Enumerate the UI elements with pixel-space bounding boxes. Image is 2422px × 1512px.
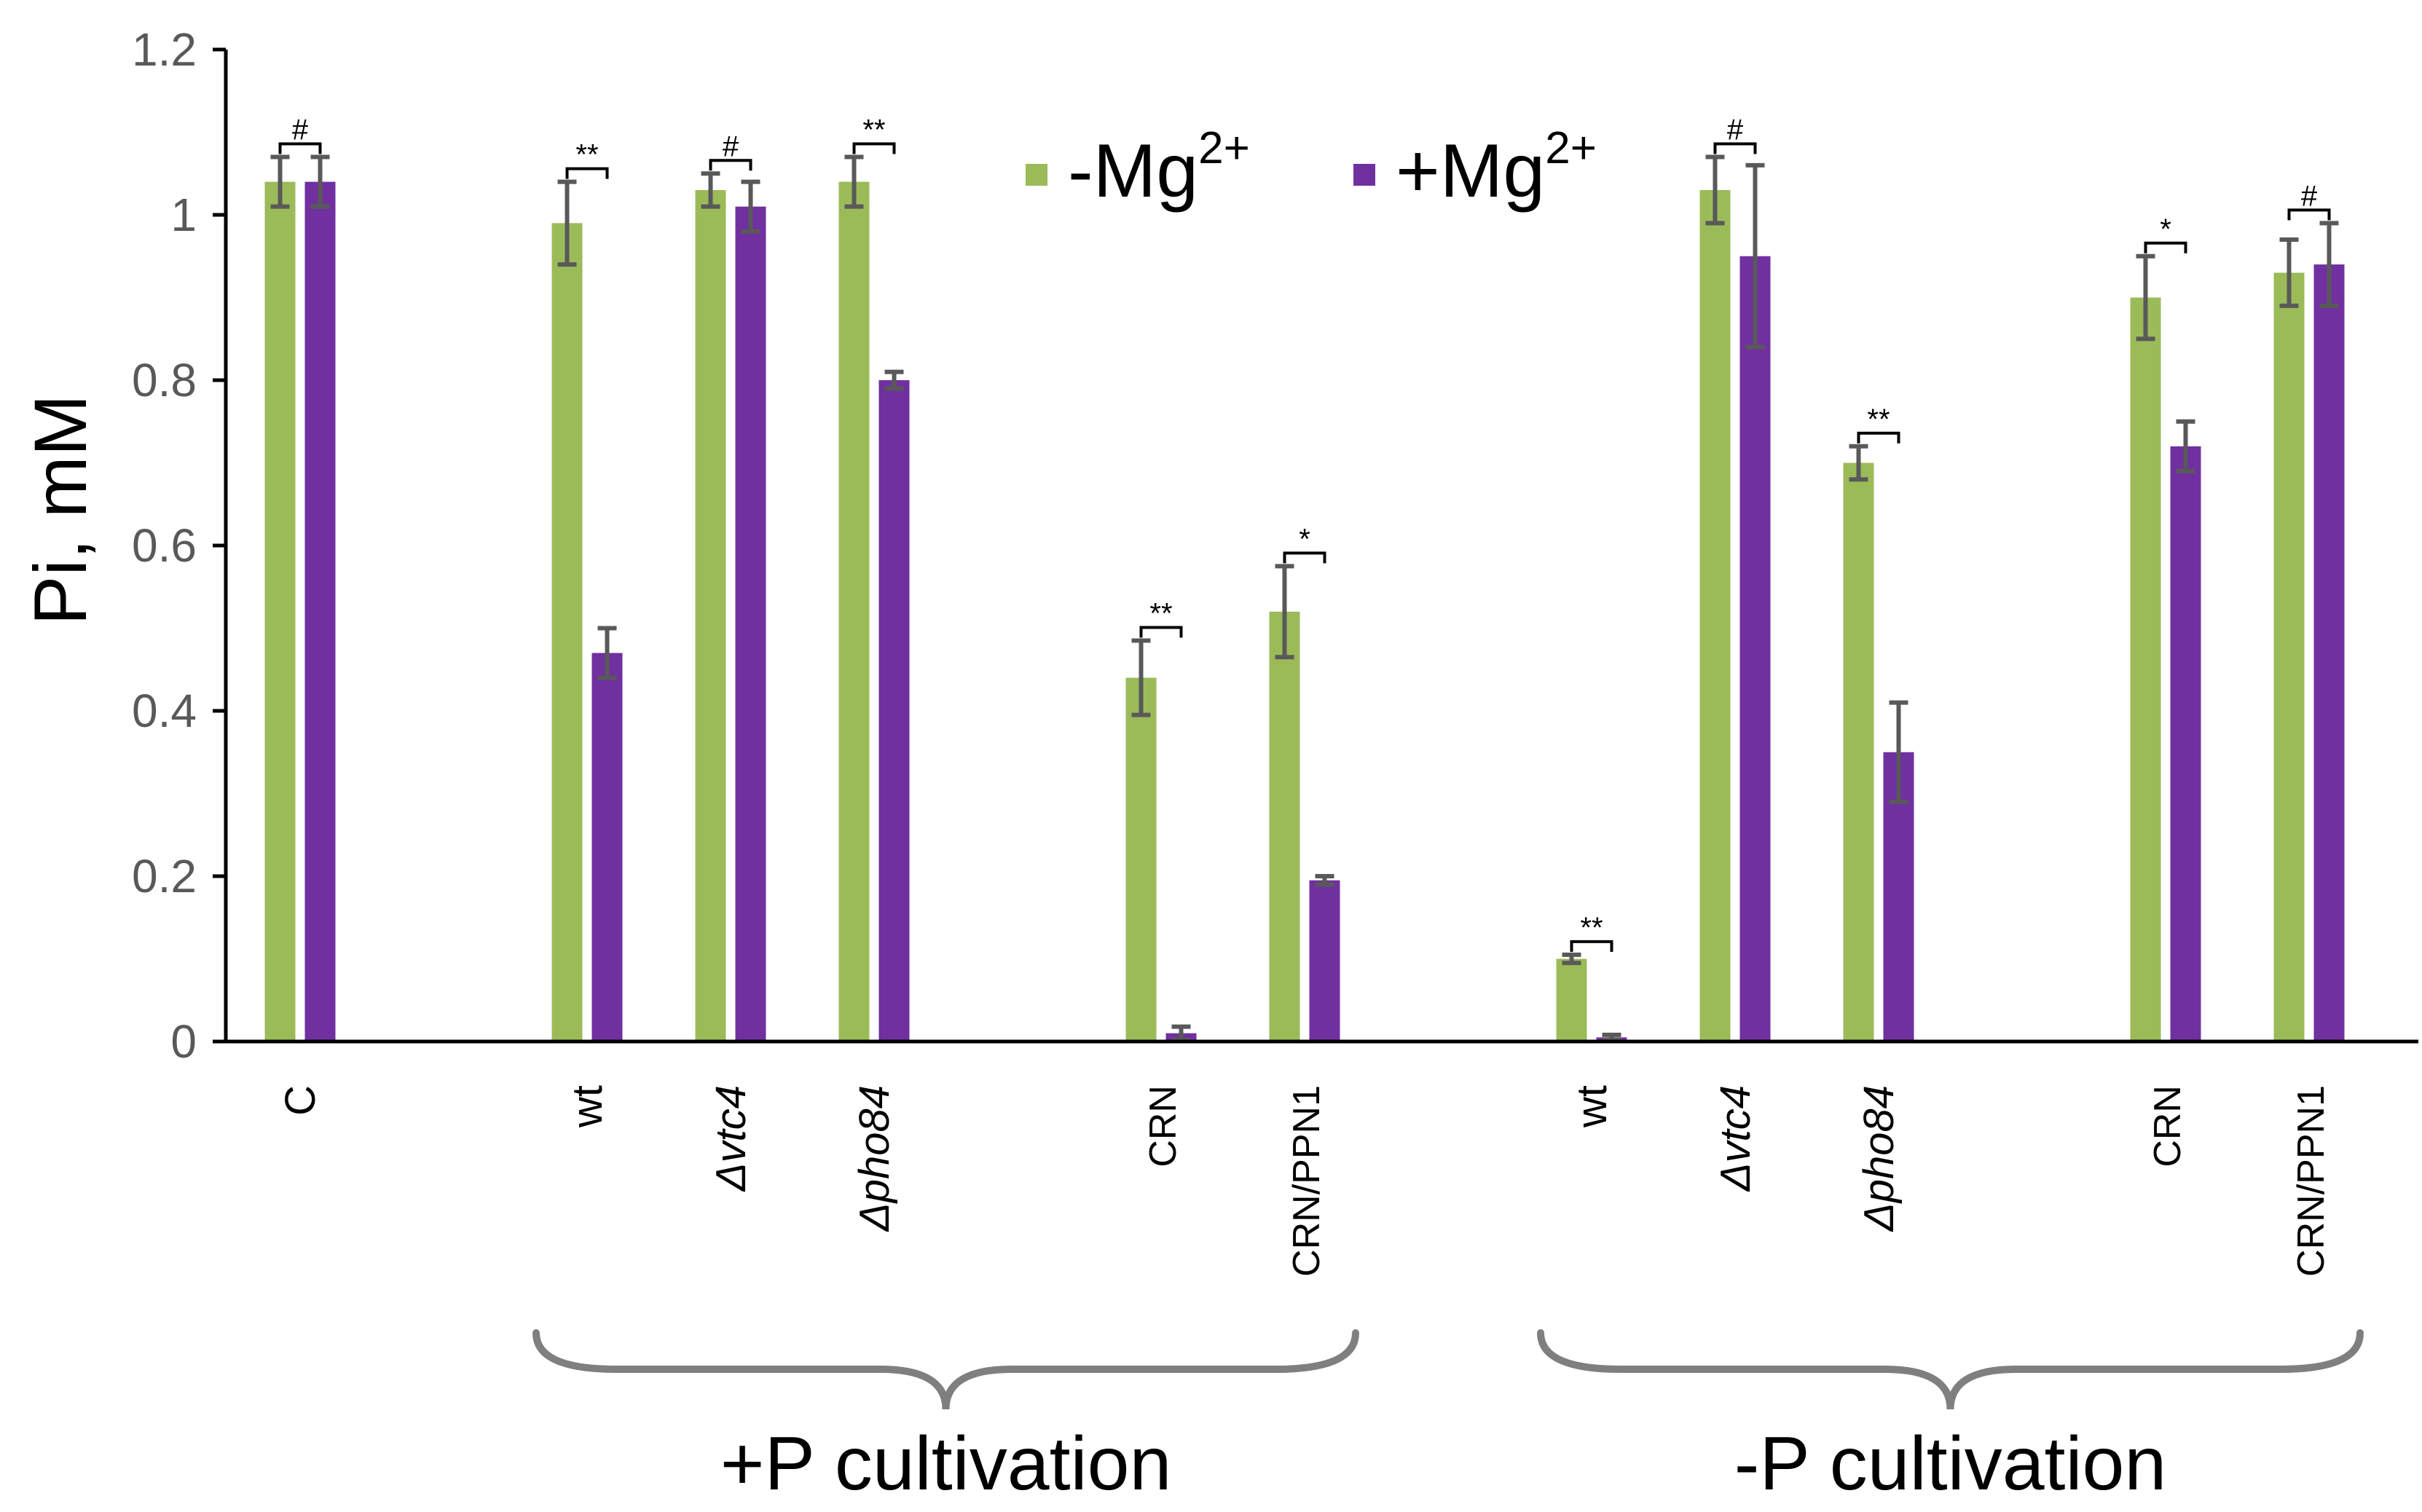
legend-swatch (1353, 164, 1375, 186)
legend-label: +Mg2+ (1396, 123, 1597, 213)
significance-label: ** (1149, 598, 1172, 630)
group-brace (1537, 1329, 2364, 1410)
bars (264, 181, 2345, 1042)
category-label: Δvtc4 (1712, 1085, 1759, 1192)
bar-plus-mg-3 (878, 380, 910, 1042)
group-label: +P cultivation (720, 1422, 1172, 1506)
significance-label: ** (862, 114, 885, 146)
y-tick-label: 0.4 (132, 685, 197, 737)
legend: -Mg2+ +Mg2+ (1026, 123, 1597, 213)
bar-plus-mg-2 (735, 206, 766, 1042)
category-label: Δpho84 (851, 1085, 898, 1232)
y-tick-label: 0.8 (132, 354, 197, 406)
group-label: -P cultivation (1734, 1422, 2166, 1506)
bar-minus-mg-0 (264, 181, 296, 1042)
group-brace (532, 1329, 1359, 1410)
significance-bracket (278, 142, 322, 154)
bar-minus-mg-4 (1125, 677, 1157, 1042)
significance-bracket (2287, 208, 2331, 221)
bar-plus-mg-0 (304, 181, 336, 1042)
category-label: Δvtc4 (707, 1085, 755, 1192)
significance-bracket (709, 159, 752, 171)
group-braces: +P cultivation -P cultivation (532, 1329, 2364, 1506)
category-label: Δpho84 (1855, 1085, 1903, 1232)
bar-minus-mg-3 (838, 181, 870, 1042)
y-axis-ticks: 0 0.2 0.4 0.6 0.8 1 1.2 (132, 23, 226, 1068)
significance-bracket (1713, 142, 1757, 154)
significance-label: # (2301, 180, 2318, 212)
significance-label: # (1727, 114, 1744, 146)
bar-minus-mg-8 (1843, 462, 1874, 1042)
significance-label: # (723, 130, 739, 162)
category-label: CRN/PPN1 (1286, 1085, 1328, 1277)
bar-minus-mg-1 (551, 223, 583, 1042)
significance-label: * (1299, 523, 1310, 555)
bar-plus-mg-10 (2313, 264, 2345, 1042)
bar-plus-mg-1 (591, 653, 623, 1042)
significance-bracket (1139, 626, 1183, 638)
legend-swatch (1026, 164, 1047, 186)
significance-bracket (852, 142, 896, 154)
y-tick-label: 1.2 (132, 23, 197, 76)
significance-bracket (1857, 431, 1900, 444)
significance-label: * (2160, 213, 2171, 245)
significance-label: # (292, 114, 309, 146)
y-tick-label: 0 (170, 1015, 197, 1068)
category-label: C (277, 1085, 324, 1116)
significance-bracket (1570, 940, 1613, 952)
bar-minus-mg-5 (1269, 611, 1300, 1042)
significance-label: ** (575, 139, 598, 171)
category-label: wt (564, 1085, 611, 1128)
bar-minus-mg-6 (1556, 958, 1587, 1042)
bar-minus-mg-9 (2130, 297, 2161, 1042)
bar-plus-mg-5 (1309, 880, 1340, 1042)
bar-minus-mg-10 (2273, 272, 2305, 1042)
bar-minus-mg-2 (695, 189, 726, 1042)
category-label: wt (1568, 1085, 1616, 1128)
bar-plus-mg-7 (1739, 256, 1771, 1042)
category-label: CRN (2147, 1085, 2189, 1168)
significance-bracket (565, 167, 609, 179)
y-tick-label: 0.6 (132, 519, 197, 572)
y-tick-label: 1 (170, 189, 197, 241)
bar-plus-mg-9 (2170, 446, 2201, 1042)
y-axis-label: Pi, mM (19, 394, 102, 625)
bar-minus-mg-7 (1699, 189, 1731, 1042)
significance-bracket (2144, 241, 2187, 253)
significance-label: ** (1867, 403, 1890, 436)
axes (224, 50, 2418, 1044)
legend-label: -Mg2+ (1068, 123, 1250, 213)
significance-markers: #** #*******#***# (278, 114, 2331, 952)
y-tick-label: 0.2 (132, 850, 197, 902)
category-label: CRN (1142, 1085, 1184, 1168)
category-label: CRN/PPN1 (2290, 1085, 2332, 1277)
error-bars (270, 154, 2339, 1042)
significance-bracket (1283, 551, 1326, 564)
significance-label: ** (1580, 912, 1603, 944)
